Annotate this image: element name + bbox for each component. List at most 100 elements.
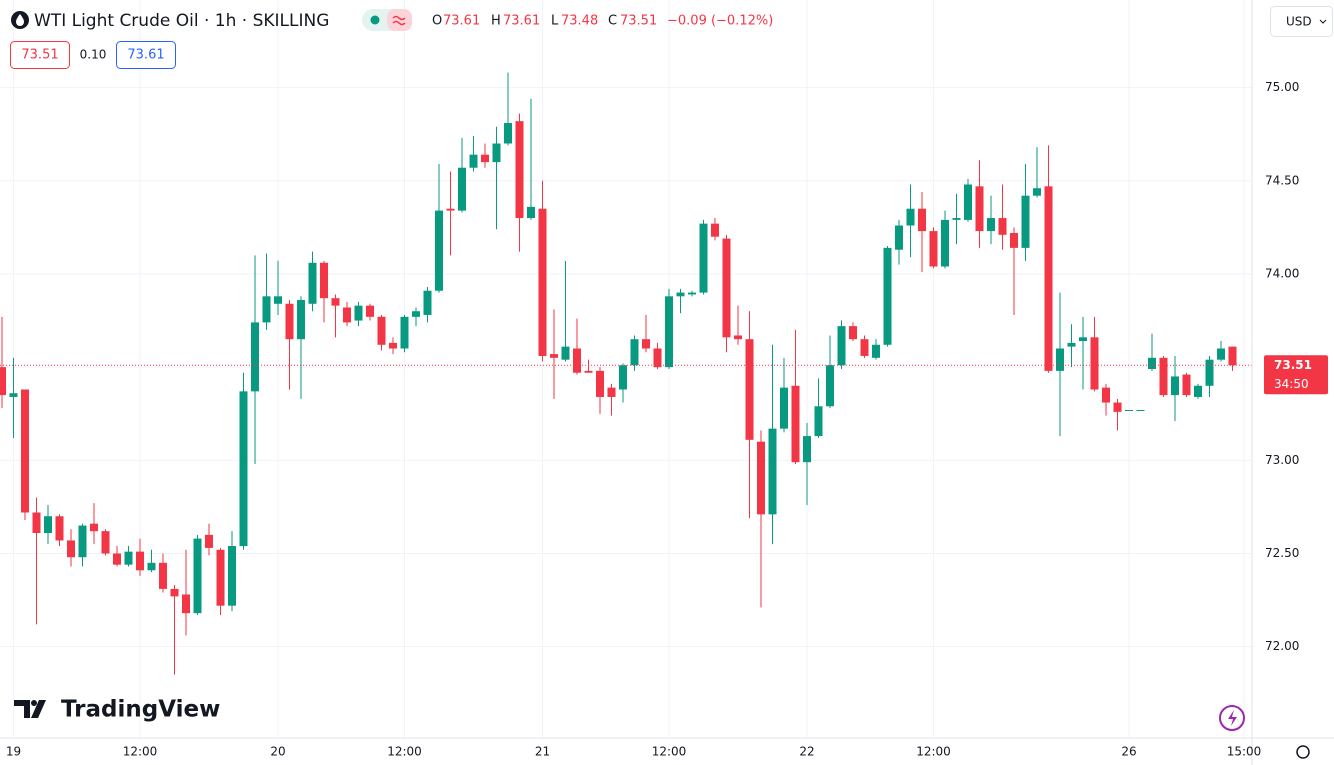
candle-body [952, 218, 961, 220]
candle-body [515, 121, 524, 219]
candle-body [1217, 348, 1225, 360]
candle-body [147, 562, 156, 571]
candle-body [504, 123, 512, 144]
candle-body [377, 316, 386, 345]
x-tick-label: 22 [799, 745, 814, 759]
candle-body [745, 339, 754, 440]
candle-body [642, 339, 650, 349]
symbol-icon-drop [16, 14, 24, 26]
sell-price: 73.51 [21, 48, 58, 63]
candle-body [803, 436, 811, 463]
candle-body [343, 307, 351, 323]
candle-body [320, 262, 328, 299]
candle-body [768, 428, 777, 515]
candle-body [21, 389, 29, 513]
countdown-label: 34:50 [1274, 377, 1309, 391]
candle-body [1033, 188, 1041, 196]
candle-body [872, 344, 880, 358]
candle-body [469, 154, 478, 168]
candle-body [0, 367, 6, 396]
x-tick-label: 12:00 [652, 745, 687, 759]
candle-body [688, 292, 696, 295]
last-price-box [1264, 355, 1328, 395]
y-tick-label: 72.00 [1265, 639, 1299, 653]
candle-body [90, 523, 98, 532]
candle-body [228, 546, 236, 606]
candle-body [170, 588, 179, 597]
candle-body [596, 370, 604, 397]
candle-body [1010, 232, 1018, 248]
currency-selector[interactable] [1270, 6, 1333, 37]
candle-body [274, 296, 282, 304]
sell-button[interactable] [10, 41, 70, 69]
candle-body [941, 219, 949, 267]
buy-price: 73.61 [127, 48, 164, 63]
candle-body [78, 525, 87, 558]
candle-body [354, 305, 363, 321]
candle-body [1228, 346, 1237, 366]
candle-body [1159, 357, 1168, 396]
candle-body [607, 387, 616, 397]
candle-body [55, 516, 64, 541]
x-tick-label: 12:00 [123, 745, 158, 759]
candle-body [734, 335, 742, 340]
candle-body [101, 531, 110, 554]
candle-body [538, 208, 547, 356]
candle-body [1113, 402, 1122, 412]
candle-body [1182, 374, 1191, 396]
legend-value: 73.61 [503, 14, 540, 29]
candle-body [929, 231, 938, 267]
status-pill-part [387, 9, 412, 31]
candle-body [159, 562, 167, 589]
candle-body [44, 516, 52, 533]
x-tick-label: 12:00 [387, 745, 422, 759]
candle-body [481, 154, 489, 163]
candle-body [239, 391, 248, 547]
alert-icon[interactable] [1219, 705, 1245, 731]
candle-body [389, 342, 397, 349]
candle-body [906, 208, 915, 226]
legend-label: O [432, 14, 442, 29]
candle-body [1090, 337, 1099, 390]
x-tick-label: 21 [535, 745, 550, 759]
candle-body [366, 305, 374, 317]
buy-button[interactable] [116, 41, 176, 69]
x-tick-label: 12:00 [916, 745, 951, 759]
candle-body [964, 184, 972, 220]
x-tick-label: 19 [6, 745, 21, 759]
symbol-title[interactable]: WTI Light Crude Oil · 1h · SKILLING [34, 11, 329, 31]
logo-icon-dot [31, 700, 37, 706]
candle-body [193, 538, 202, 614]
candle-body [458, 167, 466, 211]
y-tick-label: 73.00 [1265, 453, 1299, 467]
logo-text[interactable]: TradingView [61, 697, 220, 723]
candle-body [653, 348, 662, 368]
candle-body [205, 534, 213, 548]
logo-icon [14, 700, 46, 718]
candle-body [1021, 195, 1030, 248]
candle-body [791, 385, 800, 463]
settings-icon[interactable] [1296, 745, 1310, 759]
currency: USD [1286, 15, 1312, 29]
candle-body [1148, 357, 1156, 369]
candle-body [400, 316, 409, 349]
legend-value: 73.48 [561, 14, 598, 29]
candle-body [124, 551, 133, 565]
last-price-label: 73.51 [1274, 358, 1312, 372]
candle-body [1194, 385, 1202, 397]
candle-body [619, 365, 627, 390]
candle-body [860, 339, 869, 356]
candle-body [1079, 337, 1087, 342]
candle-body [711, 223, 719, 237]
candle-body [331, 298, 340, 306]
candle-body [883, 247, 892, 345]
y-tick-label: 72.50 [1265, 546, 1299, 560]
candle-body [308, 262, 317, 304]
candle-body [1044, 186, 1053, 371]
candle-body [665, 296, 673, 368]
candle-body [412, 311, 420, 317]
candle-body [722, 238, 731, 338]
candle-body [1171, 376, 1179, 396]
candle-body [550, 354, 558, 358]
